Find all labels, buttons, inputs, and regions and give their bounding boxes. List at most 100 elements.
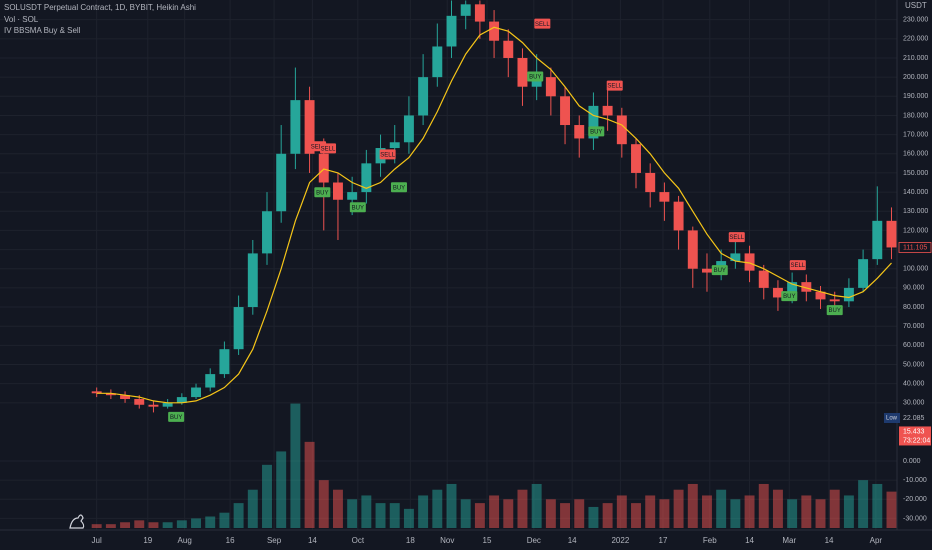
volume-bar [389,503,400,528]
signal-label: BUY [714,268,726,274]
volume-bar [162,522,173,528]
volume-bar [772,489,783,528]
x-tick-label: 14 [308,536,317,545]
x-tick-label: Sep [267,536,282,545]
volume-marker-countdown: 73:22:04 [903,437,930,444]
volume-bar [219,512,230,528]
volume-bar [801,495,812,528]
volume-bar [120,522,131,528]
x-tick-label: Aug [178,536,192,545]
signal-label: BUY [529,75,541,81]
volume-marker-value: 15.433 [903,428,925,435]
candle-body [148,404,159,407]
y-tick-label: 160.000 [903,151,928,158]
candle-body [361,163,372,193]
candle-body [758,270,769,288]
signal-label: SELL [380,152,395,158]
signal-label: SELL [607,84,622,90]
volume-bar [176,520,187,528]
candle-body [205,374,216,388]
candle-body [474,4,485,22]
y-tick-label: 220.000 [903,36,928,43]
candle-body [531,77,542,87]
y-tick-label: 140.000 [903,189,928,196]
volume-bar [148,522,159,528]
x-tick-label: 17 [659,536,668,545]
volume-bar [262,464,272,528]
volume-bar [531,483,542,528]
candle-body [489,21,500,41]
volume-bar [602,503,613,528]
y-tick-label: 210.000 [903,55,928,62]
legend-indicator: IV BBSMA Buy & Sell [4,26,81,35]
signal-label: BUY [352,205,364,211]
x-tick-label: 2022 [611,536,629,545]
candle-body [545,77,556,97]
volume-bar [687,483,698,528]
x-tick-label: 16 [226,536,235,545]
volume-bar [191,518,201,528]
candle-body [105,393,116,396]
x-tick-label: 14 [745,536,754,545]
candle-body [829,299,840,302]
volume-bar [645,495,656,528]
candle-body [418,77,429,116]
candle-body [687,230,698,269]
signal-box [527,71,544,82]
legend-volume: Vol · SOL [4,15,39,24]
signal-label: BUY [829,308,841,314]
signal-box [606,80,623,91]
volume-bar [460,499,471,528]
volume-marker-box [899,426,931,446]
candle-body [446,15,457,47]
candle-body [432,46,443,78]
volume-bar [843,495,854,528]
volume-bar [574,499,585,528]
candle-body [645,172,656,193]
volume-bar [545,499,556,528]
volume-bar [659,499,670,528]
x-tick-label: Mar [782,536,796,545]
x-tick-label: Nov [440,536,454,545]
volume-bar [702,495,712,528]
signal-box [534,18,551,29]
volume-bar [758,483,769,528]
volume-bar [787,499,798,528]
signal-label: BUY [393,185,405,191]
y-tick-label: 190.000 [903,93,928,100]
x-tick-label: 19 [143,536,152,545]
candle-body [162,402,173,407]
candle-body [219,349,230,375]
signal-label: SELL [535,22,550,28]
volume-bar [105,524,116,528]
candle-body [233,307,244,350]
logo [69,514,85,529]
y-tick-label: 40.000 [903,381,925,388]
last-price-label: 111.105 [903,244,927,251]
volume-bar [588,506,599,528]
volume-bar [815,499,826,528]
y-tick-label: 230.000 [903,17,928,24]
candle-body [772,287,783,298]
y-tick-label: 80.000 [903,304,925,311]
volume-bar [560,503,571,528]
volume-bar [304,441,315,528]
y2-tick-label: 0.000 [903,458,921,465]
candle-body [91,391,102,394]
volume-bar [332,489,343,528]
candle-body [858,259,869,288]
candle-body [872,220,883,260]
candle-body [503,40,514,58]
candle-body [290,100,301,154]
candle-body [631,144,641,173]
low-tag [884,413,900,424]
y-tick-label: 130.000 [903,208,928,215]
candle-body [318,153,329,183]
low-value-label: 22.085 [903,415,925,422]
signal-box [349,202,366,213]
candle-body [517,57,528,87]
candle-body [262,211,272,254]
candle-body [276,153,287,212]
volume-bar [744,495,755,528]
